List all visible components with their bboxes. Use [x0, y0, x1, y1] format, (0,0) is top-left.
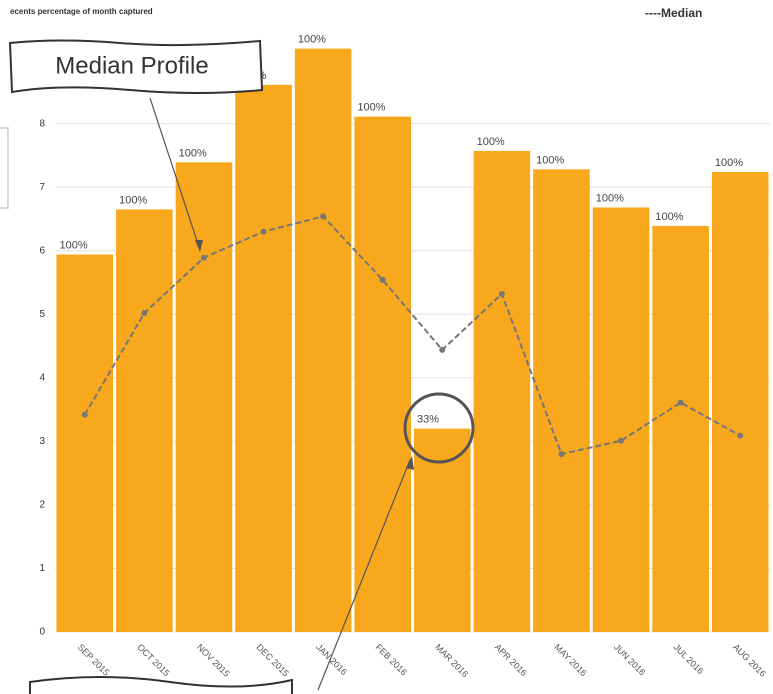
callout-box	[8, 39, 264, 94]
callout-text: Median Profile	[55, 52, 208, 79]
bar	[711, 171, 769, 633]
y-tick-label: 0	[39, 627, 45, 638]
median-point	[81, 411, 88, 418]
callout-arrow	[149, 97, 201, 251]
bar	[354, 116, 411, 633]
callout-arrow	[317, 459, 411, 691]
bar-label: 100%	[536, 154, 564, 166]
highlight-circle	[403, 392, 475, 464]
median-point	[498, 290, 505, 297]
bar-label: 100%	[655, 211, 683, 223]
bar	[473, 150, 531, 632]
y-tick-label: 5	[39, 309, 45, 320]
x-tick-label: FEB 2016	[374, 642, 409, 677]
y-tick-label: 3	[39, 436, 45, 447]
median-point	[558, 451, 565, 458]
bar	[652, 225, 709, 632]
median-point	[439, 346, 446, 353]
median-line	[83, 215, 741, 456]
bar	[235, 84, 292, 632]
median-point	[618, 437, 625, 444]
bar-label: 100%	[596, 192, 624, 204]
x-tick-label: NOV 2015	[195, 642, 232, 679]
callout-box	[29, 676, 293, 694]
partial-box	[0, 127, 9, 209]
median-point	[320, 213, 327, 220]
y-tick-label: 2	[39, 500, 45, 511]
x-tick-label: JUL 2016	[672, 642, 706, 676]
median-point	[677, 399, 684, 406]
x-tick-label: MAR 2016	[433, 642, 470, 679]
y-tick-label: 6	[39, 245, 45, 256]
x-tick-label: JAN 2016	[314, 642, 349, 677]
legend-entry: ----Median	[645, 6, 702, 20]
y-tick-label: 8	[39, 118, 45, 129]
bar-label: 100%	[715, 157, 743, 169]
median-point	[379, 276, 386, 283]
bar-label: 33%	[417, 414, 439, 426]
plot-area: 0 1 2 3 4 5 6 7 8 100% SEP 2015 100% OCT 2015 100% NOV…	[39, 34, 770, 679]
x-tick-label: OCT 2015	[135, 642, 171, 678]
bar	[56, 254, 114, 632]
x-tick-label: SEP 2015	[76, 642, 112, 678]
y-tick-label: 1	[39, 563, 45, 574]
bar	[175, 162, 233, 632]
x-tick-label: AUG 2016	[731, 642, 768, 679]
median-point	[200, 254, 207, 261]
median-point	[260, 228, 267, 235]
x-tick-label: JUN 2016	[612, 642, 647, 677]
bar-label: 100%	[179, 147, 207, 159]
bar-label: 100%	[357, 102, 385, 114]
bar-label: 100%	[60, 239, 88, 251]
median-point	[737, 432, 744, 439]
y-tick-label: 7	[39, 182, 45, 193]
bar-label: 100%	[298, 34, 326, 46]
median-point	[141, 309, 148, 316]
x-tick-label: MAY 2016	[552, 642, 588, 678]
chart-title: ecents percentage of month captured	[10, 7, 153, 16]
bar	[533, 169, 590, 632]
arrow-head	[406, 456, 414, 470]
x-tick-label: APR 2016	[493, 642, 529, 678]
bar	[294, 48, 352, 633]
arrow-head	[195, 240, 203, 252]
x-tick-label: DEC 2015	[254, 642, 290, 678]
bar-label: 100%	[119, 194, 147, 206]
y-tick-label: 4	[39, 372, 45, 383]
bar	[592, 207, 650, 633]
bar-label: 100%	[477, 136, 505, 148]
bar	[116, 209, 173, 632]
